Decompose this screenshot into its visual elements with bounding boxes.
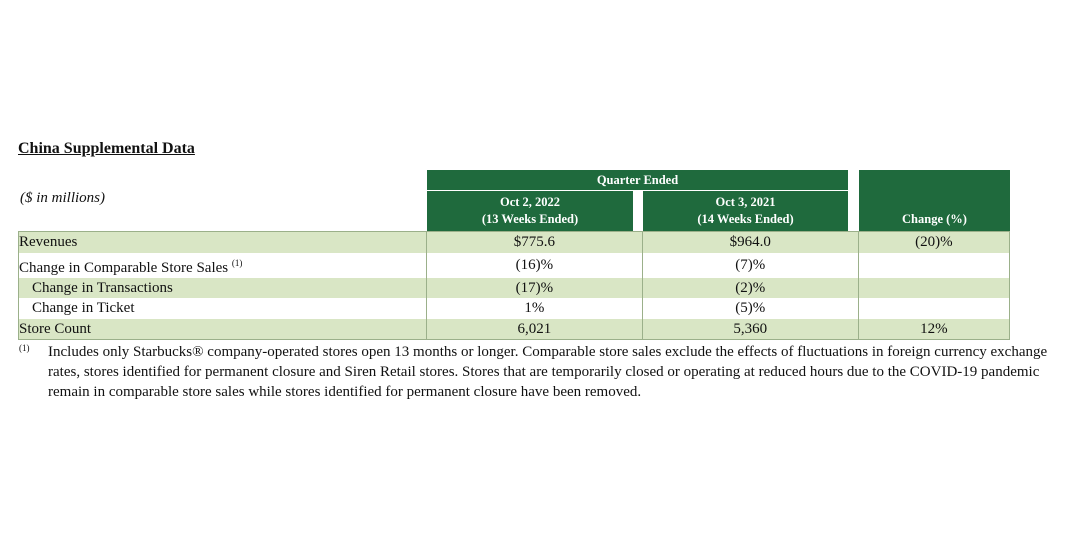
units-label: ($ in millions) <box>20 190 105 206</box>
header-col-2021-weeks: (14 Weeks Ended) <box>697 212 794 226</box>
cell-2022: $775.6 <box>425 231 643 253</box>
row-label-text: Change in Comparable Store Sales <box>19 259 229 276</box>
page-title: China Supplemental Data <box>18 140 195 157</box>
table-row: Change in Transactions (17)% (2)% <box>18 277 1011 298</box>
cell-2021: $964.0 <box>641 231 859 253</box>
footnote-text: Includes only Starbucks® company-operate… <box>48 344 1048 400</box>
table-row: Store Count 6,021 5,360 12% <box>18 318 1011 340</box>
table-row: Revenues $775.6 $964.0 (20)% <box>18 231 1011 253</box>
cell-2022: 6,021 <box>425 318 643 340</box>
supplemental-data-table: Revenues $775.6 $964.0 (20)% Change in C… <box>18 231 1011 340</box>
cell-2022: 1% <box>425 298 643 319</box>
cell-change <box>857 298 1011 319</box>
header-col-2021-date: Oct 3, 2021 <box>715 195 776 209</box>
header-col-2022-weeks: (13 Weeks Ended) <box>481 212 579 226</box>
cell-2021: 5,360 <box>641 318 859 340</box>
header-col-2022: Oct 2, 2022 (13 Weeks Ended) <box>427 191 633 231</box>
cell-2021: (2)% <box>641 277 859 298</box>
cell-change: 12% <box>857 318 1011 340</box>
header-change-label: Change (%) <box>902 212 967 226</box>
cell-2021: (5)% <box>641 298 859 319</box>
row-label: Change in Ticket <box>18 298 427 319</box>
cell-change <box>857 252 1011 278</box>
table-row: Change in Comparable Store Sales (1) (16… <box>18 252 1011 278</box>
cell-change: (20)% <box>857 231 1011 253</box>
cell-2021: (7)% <box>641 252 859 278</box>
cell-2022: (17)% <box>425 277 643 298</box>
header-col-2022-date: Oct 2, 2022 <box>499 195 561 209</box>
row-label: Revenues <box>18 231 427 253</box>
cell-change <box>857 277 1011 298</box>
cell-2022: (16)% <box>425 252 643 278</box>
row-label: Change in Comparable Store Sales (1) <box>18 252 427 278</box>
table-row: Change in Ticket 1% (5)% <box>18 298 1011 319</box>
row-label: Change in Transactions <box>18 277 427 298</box>
header-change: Change (%) <box>859 170 1010 231</box>
header-quarter-ended: Quarter Ended <box>427 170 848 190</box>
footnote-marker: (1) <box>19 343 30 353</box>
row-label: Store Count <box>18 318 427 340</box>
footnote-ref: (1) <box>231 257 243 268</box>
header-col-2021: Oct 3, 2021 (14 Weeks Ended) <box>643 191 848 231</box>
